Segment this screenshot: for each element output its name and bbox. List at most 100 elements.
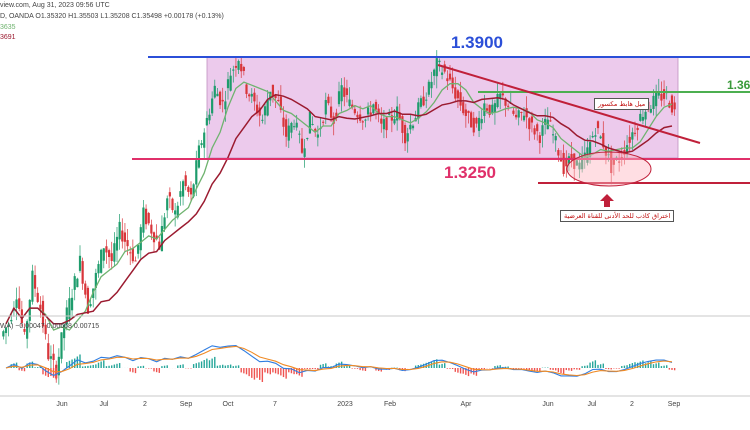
candle-body [150, 224, 153, 234]
candle-body [480, 119, 483, 124]
candle-body [68, 298, 71, 320]
candle-body [166, 198, 169, 211]
candle-body [213, 85, 216, 98]
candle-body [110, 253, 113, 262]
candle-body [70, 297, 74, 311]
candle-body [612, 159, 615, 165]
breakout-annotation: اختراق كاذب للحد الأدنى للقناة العرضية [560, 210, 675, 222]
candle-body [137, 245, 140, 254]
descending-trendline [437, 64, 701, 144]
candle-body [266, 99, 269, 116]
candle-body [618, 161, 621, 163]
candle-body [171, 198, 174, 211]
candle-body [340, 85, 343, 102]
candle-body [274, 94, 277, 99]
candle-body [224, 101, 227, 110]
candle-body [433, 69, 436, 76]
candle-body [285, 119, 288, 137]
candle-body [440, 72, 444, 75]
candle-body [507, 105, 510, 107]
candle-body [174, 210, 177, 215]
candle-body [134, 260, 137, 262]
candle-body [78, 255, 82, 271]
macd-line [5, 344, 673, 377]
candle-body [107, 250, 111, 258]
candle-body [491, 104, 494, 113]
candle-body [401, 116, 404, 133]
candle-body [520, 111, 523, 113]
candle-body [245, 84, 248, 94]
candle-body [570, 153, 573, 161]
candle-body [179, 191, 182, 197]
candle-body [335, 112, 338, 118]
candle-body [261, 119, 264, 121]
candle-body [602, 133, 605, 148]
candle-body [205, 117, 208, 126]
candle-body [63, 324, 66, 339]
candle-body [641, 116, 645, 121]
candle-body [144, 208, 148, 225]
macd-panel [5, 344, 676, 382]
candle-body [636, 127, 639, 131]
candle-body [454, 87, 457, 99]
x-tick-label: 2 [630, 401, 634, 408]
candle-body [86, 287, 90, 314]
candle-body [200, 143, 203, 146]
candle-body [311, 123, 314, 125]
candle-body [290, 122, 293, 133]
candle-body [126, 240, 129, 247]
candle-body [628, 136, 631, 143]
header-ma-fast: 3635 [0, 24, 16, 31]
candle-body [189, 187, 193, 195]
candle-body [94, 272, 97, 288]
candle-body [496, 93, 499, 108]
candle-body [337, 91, 341, 105]
candle-body [184, 175, 187, 187]
candle-body [57, 356, 60, 376]
candle-body [512, 110, 515, 114]
candle-body [477, 117, 481, 131]
candle-body [652, 95, 655, 109]
candle-body [398, 112, 401, 120]
candle-body [649, 108, 652, 113]
candle-body [644, 111, 647, 120]
candle-body [271, 84, 275, 97]
candle-body [409, 124, 412, 130]
candle-body [234, 65, 238, 68]
candle-body [105, 246, 108, 253]
candle-body [73, 276, 76, 290]
candle-body [216, 93, 219, 97]
candle-body [549, 120, 552, 122]
macd-header: WA) −0.00047 0.00668 0.00715 [0, 323, 100, 330]
candle-body [670, 95, 674, 113]
candle-body [425, 99, 428, 101]
candle-body [118, 221, 121, 240]
candle-body [287, 125, 290, 141]
candle-body [544, 118, 547, 125]
candle-body [332, 116, 335, 124]
up-arrow-icon [600, 194, 614, 207]
candle-body [263, 106, 267, 116]
candle-body [187, 186, 190, 192]
candle-body [2, 331, 5, 337]
candle-body [493, 103, 497, 113]
candle-body [250, 93, 253, 97]
candle-body [581, 155, 584, 170]
candle-body [427, 81, 430, 95]
candle-body [142, 207, 145, 233]
candle-body [308, 111, 312, 134]
candle-body [195, 160, 198, 185]
candle-body [15, 299, 18, 308]
candle-body [298, 133, 301, 135]
candle-body [295, 122, 298, 128]
candle-body [300, 138, 304, 153]
candle-body [115, 236, 119, 251]
candle-body [160, 226, 164, 252]
candle-body [303, 148, 306, 157]
candle-body [242, 67, 245, 71]
candle-body [76, 278, 79, 288]
candle-body [314, 128, 317, 131]
x-tick-label: Sep [179, 401, 193, 408]
candle-body [562, 152, 565, 174]
